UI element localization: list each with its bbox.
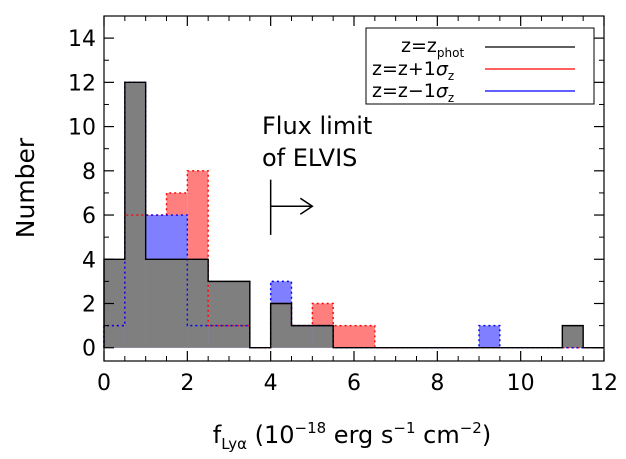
y-tick-label: 12	[68, 71, 96, 96]
x-tick-label: 12	[590, 371, 618, 396]
x-tick-label: 4	[264, 371, 278, 396]
svg-text:z=z+1σz: z=z+1σz	[372, 58, 454, 83]
legend: z=zphot z=z+1σz z=z−1σz	[365, 27, 595, 105]
svg-text:z=z−1σz: z=z−1σz	[372, 80, 454, 105]
y-tick-label: 2	[82, 293, 96, 318]
bar-z-z-phot-1	[124, 82, 146, 348]
y-axis-label: Number	[11, 137, 40, 238]
y-tick-label: 10	[68, 116, 96, 141]
x-tick-label: 2	[180, 371, 194, 396]
svg-text:z=zphot: z=zphot	[401, 35, 464, 60]
bar-z-z-phot-6	[229, 281, 250, 348]
y-tick-label: 14	[68, 27, 96, 52]
histogram-outlines	[103, 81, 604, 349]
bar-z-z-phot-4	[187, 259, 209, 348]
bar-z-z-phot-10	[312, 325, 334, 348]
x-axis-label: fLyα (10−18 erg s−1 cm−2)	[213, 419, 491, 453]
x-tick-label: 8	[430, 371, 444, 396]
legend-entry-plus: z=z+1σz	[372, 58, 575, 83]
bar-z-z-phot-22	[562, 325, 584, 348]
y-tick-label: 8	[82, 160, 96, 185]
legend-entry-phot: z=zphot	[401, 35, 575, 60]
x-tick-label: 6	[347, 371, 361, 396]
bar-z-z-phot-9	[291, 325, 313, 348]
axis-ticks	[103, 16, 605, 361]
x-tick-label: 0	[97, 371, 111, 396]
axis-tick-labels: 0 2 4 6 8 10 12 0 2 4 6 8 10 12 14	[68, 27, 618, 396]
bar-z-z-phot-5	[208, 281, 229, 348]
bar-z-z-1-z-11	[333, 325, 354, 348]
x-tick-label: 10	[507, 371, 535, 396]
bar-z-z-1-z-18	[479, 325, 500, 348]
outline-z-z-phot	[103, 81, 604, 349]
bar-z-z-phot-2	[145, 259, 167, 348]
bar-z-z-phot-0	[104, 259, 125, 348]
y-tick-label: 4	[82, 248, 96, 273]
legend-entry-minus: z=z−1σz	[372, 80, 575, 105]
bar-z-z-1-z-12	[354, 325, 375, 348]
flux-limit-annotation: Flux limit of ELVIS	[262, 112, 372, 235]
arrowhead-icon	[299, 197, 314, 215]
bar-z-z-phot-8	[270, 303, 292, 348]
y-tick-label: 6	[82, 204, 96, 229]
annotation-line2: of ELVIS	[262, 144, 357, 172]
bar-z-z-phot-3	[166, 259, 188, 348]
y-tick-label: 0	[82, 337, 96, 362]
histogram-bars	[104, 82, 584, 348]
annotation-line1: Flux limit	[262, 112, 372, 140]
